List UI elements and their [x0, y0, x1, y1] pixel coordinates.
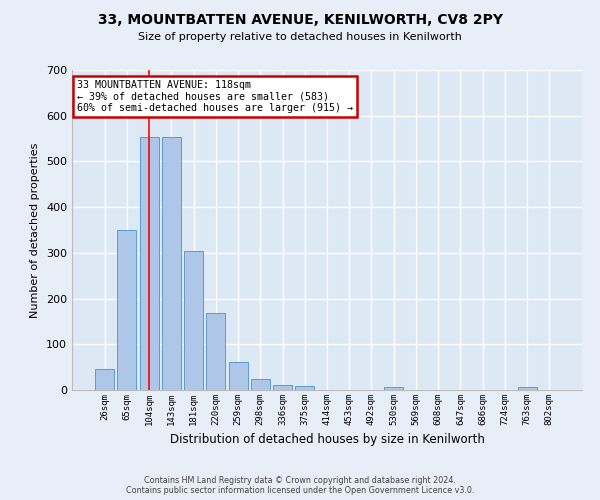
Bar: [206, 313, 225, 390]
X-axis label: Distribution of detached houses by size in Kenilworth: Distribution of detached houses by size …: [170, 434, 484, 446]
Text: Contains HM Land Registry data © Crown copyright and database right 2024.
Contai: Contains HM Land Registry data © Crown c…: [126, 476, 474, 495]
Bar: [273, 384, 292, 390]
Bar: [518, 388, 536, 390]
Bar: [118, 230, 136, 390]
Bar: [384, 388, 403, 390]
Bar: [184, 250, 203, 390]
Bar: [162, 137, 181, 390]
Bar: [295, 386, 314, 390]
Text: 33, MOUNTBATTEN AVENUE, KENILWORTH, CV8 2PY: 33, MOUNTBATTEN AVENUE, KENILWORTH, CV8 …: [97, 12, 503, 26]
Text: Size of property relative to detached houses in Kenilworth: Size of property relative to detached ho…: [138, 32, 462, 42]
Y-axis label: Number of detached properties: Number of detached properties: [31, 142, 40, 318]
Bar: [251, 379, 270, 390]
Text: 33 MOUNTBATTEN AVENUE: 118sqm
← 39% of detached houses are smaller (583)
60% of : 33 MOUNTBATTEN AVENUE: 118sqm ← 39% of d…: [77, 80, 353, 113]
Bar: [140, 137, 158, 390]
Bar: [95, 370, 114, 390]
Bar: [229, 362, 248, 390]
